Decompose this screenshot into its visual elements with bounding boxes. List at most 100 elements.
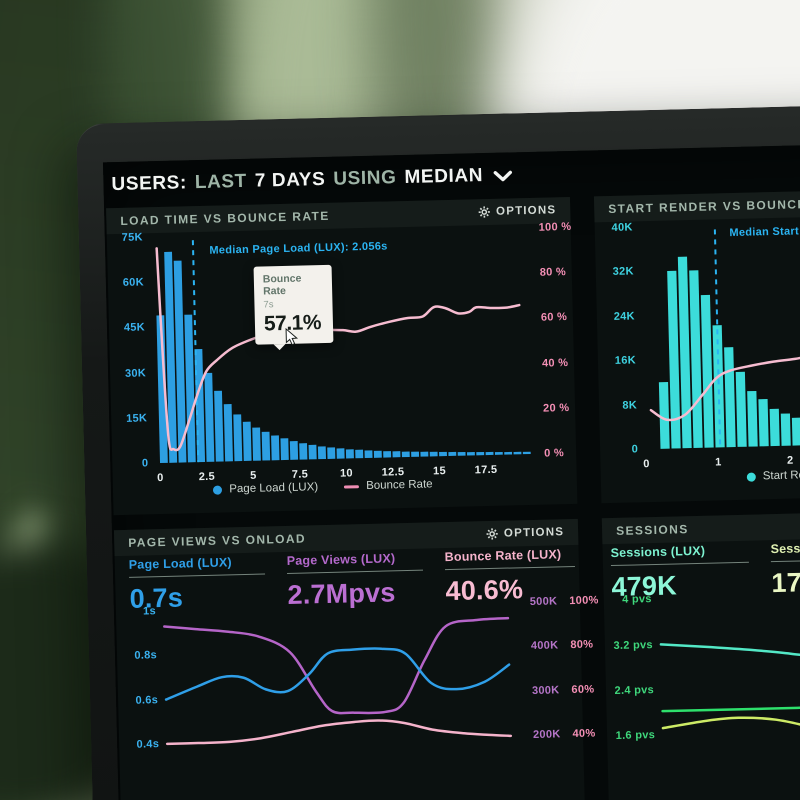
y2-axis-tick: 60 % (540, 311, 568, 325)
timeframe-title: USERS: LAST 7 DAYS USING MEDIAN (111, 165, 483, 196)
legend-item: Start Rende (746, 468, 800, 483)
y-axis-tick: 8K (622, 398, 638, 412)
laptop: USERS: LAST 7 DAYS USING MEDIAN LOAD TIME VS… (76, 97, 800, 800)
gear-icon (478, 206, 490, 218)
panel-title: LOAD TIME VS BOUNCE RATE (120, 208, 330, 228)
x-axis-tick: 1 (715, 456, 722, 469)
y-axis-tick: 60K (122, 276, 145, 290)
y-axis-tick: 15K (125, 412, 148, 425)
y2-axis-tick: 40 % (541, 356, 569, 370)
pageviews-tick: 300K (531, 683, 560, 697)
options-label: OPTIONS (503, 526, 565, 540)
y-axis-tick: 32K (612, 265, 634, 279)
panel-start-render-vs-bounce-rate: START RENDER VS BOUNCE RATE 40K 32K 24K 16K… (593, 182, 800, 504)
y-axis-tick: 75K (121, 231, 143, 244)
options-button[interactable]: OPTIONS (486, 526, 564, 540)
options-label: OPTIONS (495, 204, 557, 218)
legend-label: Page Load (LUX) (229, 481, 319, 496)
panel-body: Sessions (LUX) 479K Session 17m 4 pvs 3.2 pv… (602, 531, 800, 800)
bounce-tick: 40% (572, 727, 596, 740)
y-axis-tick: 1s (142, 605, 157, 618)
chart-legend: Start Rende (746, 468, 800, 483)
x-axis-tick: 0 (643, 458, 650, 471)
timeframe-part: USERS: (111, 172, 188, 196)
timeframe-part: 7 DAYS (254, 168, 326, 192)
panel-title: START RENDER VS BOUNCE RATE (608, 196, 800, 217)
chevron-down-icon (493, 170, 512, 181)
bounce-tick: 80% (570, 638, 594, 652)
panel-header: START RENDER VS BOUNCE RATE (593, 182, 800, 223)
pageviews-tick: 200K (532, 728, 561, 741)
y-axis-tick: 30K (124, 366, 147, 380)
median-annotation: Median Start Rende (729, 224, 800, 239)
y2-axis-pair-tick: 500K 100% (530, 594, 599, 608)
x-axis-tick: 0 (157, 471, 164, 485)
legend-item: Bounce Rate (344, 478, 433, 492)
y-axis-tick: 40K (611, 221, 633, 234)
panel-body: Page Load (LUX) 0.7s Page Views (LUX) 2.7Mp… (115, 545, 599, 800)
panel-header: PAGE VIEWS VS ONLOAD OPTIONS (113, 518, 579, 557)
timeframe-selector[interactable]: USERS: LAST 7 DAYS USING MEDIAN (111, 164, 512, 196)
y-axis-tick: 0.4s (136, 738, 160, 751)
load-time-vs-bounce-rate-chart (155, 240, 531, 464)
x-axis-tick: 15 (432, 465, 447, 478)
timeframe-part: LAST (194, 170, 248, 194)
y-axis-tick: 3.2 pvs (613, 638, 654, 652)
page-views-chart-area: 1s 0.8s 0.6s 0.4s 500K 100% 400K 80% 300K 60% 200K… (115, 545, 599, 800)
y2-axis-tick: 80 % (539, 266, 567, 279)
y-axis-tick: 2.4 pvs (614, 683, 655, 697)
mouse-cursor-icon (285, 327, 299, 346)
y-axis-tick: 45K (123, 321, 146, 335)
panel-header: LOAD TIME VS BOUNCE RATE OPTIONS (106, 196, 571, 235)
y-axis-tick: 1.6 pvs (615, 729, 656, 743)
panel-body: 40K 32K 24K 16K 8K 00 1 2 Median Start Rende Sta… (595, 209, 800, 504)
start-render-chart-area: 40K 32K 24K 16K 8K 00 1 2 Median Start Rende (595, 209, 800, 504)
pageviews-tick: 400K (530, 639, 559, 653)
panel-sessions: SESSIONS Sessions (LUX) 479K Session 17m 4 … (601, 504, 800, 800)
legend-line-marker (344, 484, 360, 489)
legend-label: Bounce Rate (365, 478, 433, 493)
x-axis-tick: 12.5 (381, 466, 405, 479)
sessions-chart (659, 643, 800, 754)
panel-load-time-vs-bounce-rate: LOAD TIME VS BOUNCE RATE OPTIONS (106, 196, 578, 516)
options-button[interactable]: OPTIONS (478, 204, 556, 218)
y2-axis-pair-tick: 400K 80% (531, 639, 594, 653)
bounce-tick: 100% (569, 594, 599, 608)
load-time-chart-area: 75K 60K 45K 30K 15K 0 100 % 80 % 60 % 40 % 20 % 0 %… (107, 220, 578, 515)
tooltip-title: Bounce Rate (262, 272, 302, 298)
y-axis-tick: 4 pvs (622, 593, 652, 607)
x-axis-tick: 2.5 (198, 470, 216, 484)
x-axis-tick: 2 (786, 454, 794, 467)
y-axis-tick: 0 (631, 443, 639, 456)
y-axis-tick: 16K (614, 354, 637, 368)
y2-axis-tick: 0 % (544, 447, 565, 460)
start-render-vs-bounce-rate-chart (649, 229, 800, 449)
panel-page-views-vs-onload: PAGE VIEWS VS ONLOAD OPTIONS (113, 518, 599, 800)
legend-label: Start Rende (762, 468, 800, 483)
gear-icon (486, 528, 498, 540)
y-axis-tick: 0.6s (135, 693, 159, 707)
y-axis-tick: 24K (613, 310, 636, 323)
y2-axis-pair-tick: 300K 60% (532, 683, 595, 697)
tooltip-subtitle: 7s (263, 299, 274, 311)
legend-item: Page Load (LUX) (213, 481, 318, 496)
y2-axis-tick: 20 % (542, 401, 570, 415)
panel-body: 75K 60K 45K 30K 15K 0 100 % 80 % 60 % 40 % 20 % 0 %… (107, 220, 578, 515)
x-axis-tick: 5 (250, 469, 257, 482)
x-axis-tick: 7.5 (291, 468, 309, 481)
y2-axis-tick: 100 % (538, 220, 572, 234)
y2-axis-pair-tick: 200K 40% (533, 727, 596, 741)
dashboard-screen: USERS: LAST 7 DAYS USING MEDIAN LOAD TIME VS… (102, 136, 800, 800)
panel-title: PAGE VIEWS VS ONLOAD (128, 531, 307, 550)
legend-dot-marker (746, 471, 756, 482)
page-views-vs-onload-chart (163, 616, 513, 746)
x-axis-tick: 10 (339, 467, 354, 480)
pageviews-tick: 500K (529, 595, 558, 609)
panel-title: SESSIONS (615, 522, 689, 538)
timeframe-part: USING (333, 167, 397, 190)
x-axis-tick: 17.5 (474, 463, 498, 477)
y-axis-tick: 0.8s (134, 649, 158, 663)
timeframe-part: MEDIAN (404, 165, 484, 188)
y-axis-tick: 0 (141, 457, 149, 470)
